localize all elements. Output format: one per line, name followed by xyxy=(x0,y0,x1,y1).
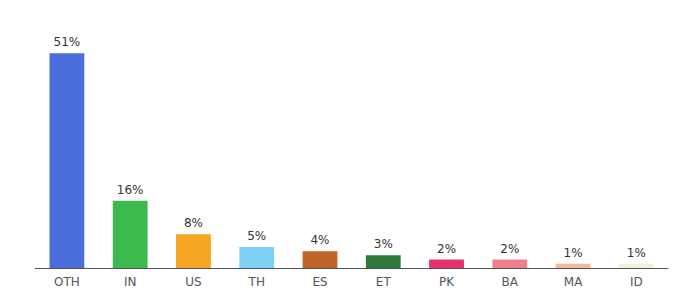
svg-text:US: US xyxy=(185,275,201,289)
svg-text:2%: 2% xyxy=(500,242,519,256)
svg-text:ID: ID xyxy=(630,275,643,289)
svg-text:3%: 3% xyxy=(374,237,393,251)
svg-text:PK: PK xyxy=(439,275,455,289)
svg-text:1%: 1% xyxy=(627,246,646,260)
svg-text:51%: 51% xyxy=(54,35,81,49)
svg-text:5%: 5% xyxy=(247,229,266,243)
svg-text:1%: 1% xyxy=(564,246,583,260)
svg-text:ES: ES xyxy=(312,275,327,289)
svg-text:2%: 2% xyxy=(437,242,456,256)
svg-text:IN: IN xyxy=(124,275,137,289)
svg-text:16%: 16% xyxy=(117,183,144,197)
svg-text:4%: 4% xyxy=(310,233,329,247)
svg-text:8%: 8% xyxy=(184,216,203,230)
svg-text:MA: MA xyxy=(564,275,583,289)
svg-text:TH: TH xyxy=(248,275,265,289)
svg-text:OTH: OTH xyxy=(54,275,80,289)
svg-text:ET: ET xyxy=(376,275,392,289)
svg-text:BA: BA xyxy=(502,275,519,289)
